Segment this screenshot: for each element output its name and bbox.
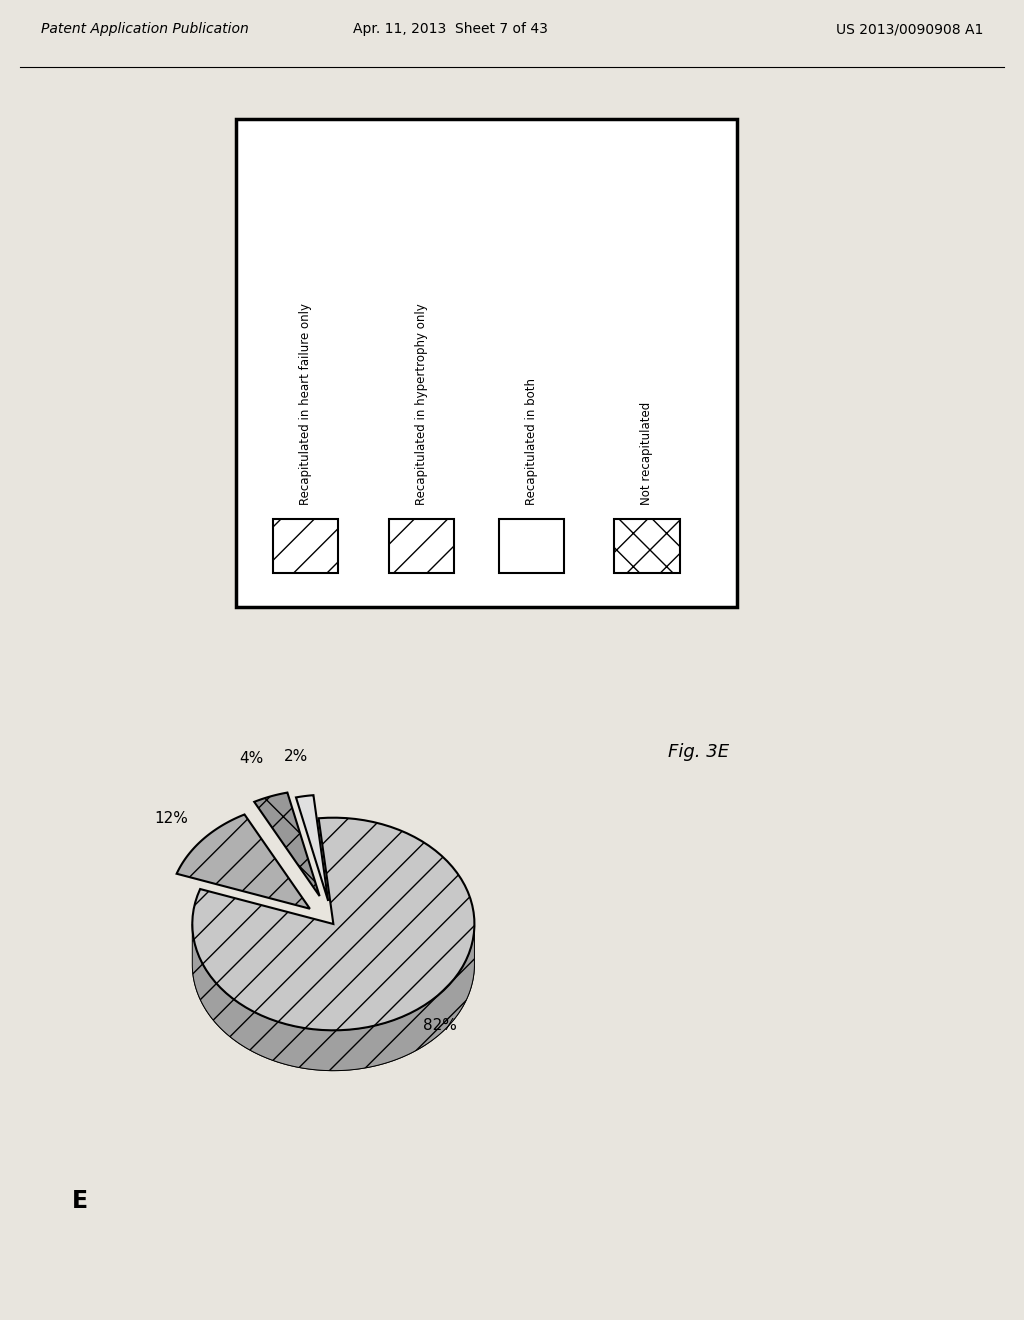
Bar xyxy=(499,519,564,573)
Polygon shape xyxy=(193,965,474,1071)
Bar xyxy=(388,519,454,573)
Bar xyxy=(614,519,680,573)
Text: 2%: 2% xyxy=(284,748,308,764)
Text: Recapitulated in hypertrophy only: Recapitulated in hypertrophy only xyxy=(415,302,428,504)
Polygon shape xyxy=(254,792,319,896)
Text: Fig. 3E: Fig. 3E xyxy=(668,743,729,762)
Polygon shape xyxy=(193,817,474,1031)
Polygon shape xyxy=(176,814,310,908)
Text: Apr. 11, 2013  Sheet 7 of 43: Apr. 11, 2013 Sheet 7 of 43 xyxy=(353,22,548,36)
FancyBboxPatch shape xyxy=(236,119,737,607)
Polygon shape xyxy=(296,795,329,902)
Bar xyxy=(273,519,338,573)
Text: Not recapitulated: Not recapitulated xyxy=(640,401,653,504)
Text: 82%: 82% xyxy=(423,1018,458,1034)
Text: Recapitulated in heart failure only: Recapitulated in heart failure only xyxy=(299,302,312,504)
Text: E: E xyxy=(73,1189,88,1213)
Text: US 2013/0090908 A1: US 2013/0090908 A1 xyxy=(836,22,983,36)
Text: 12%: 12% xyxy=(154,810,188,826)
Text: Patent Application Publication: Patent Application Publication xyxy=(41,22,249,36)
Text: 4%: 4% xyxy=(240,751,264,766)
Text: Recapitulated in both: Recapitulated in both xyxy=(525,378,538,504)
Polygon shape xyxy=(193,924,474,1071)
